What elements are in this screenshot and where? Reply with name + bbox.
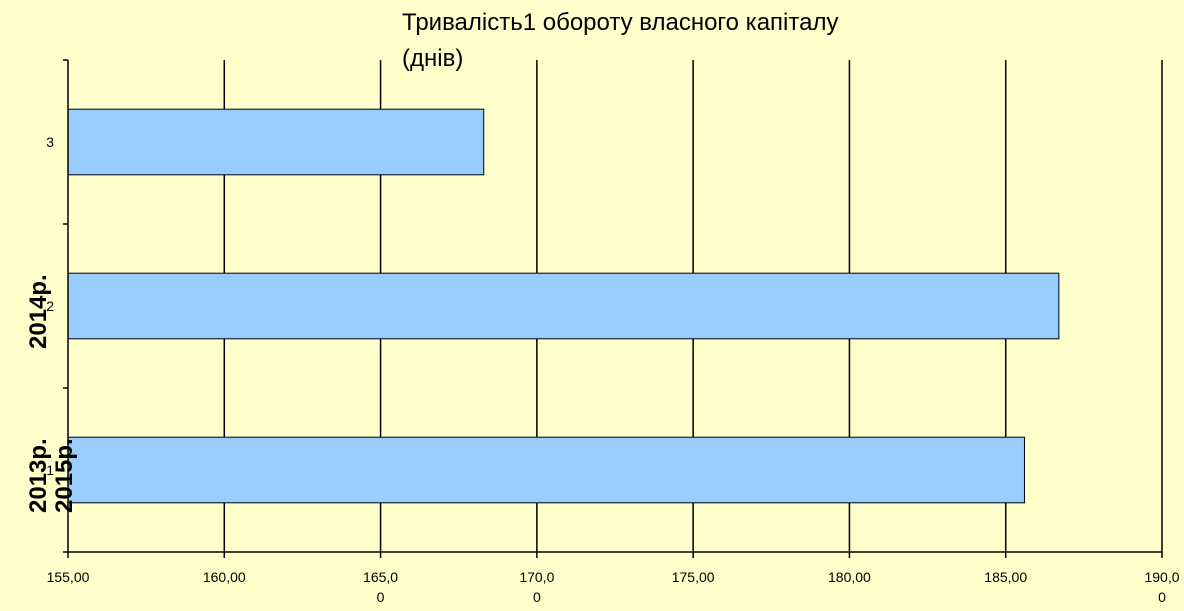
side-label-2014: 2014р. <box>25 274 52 349</box>
axes <box>63 59 1163 558</box>
x-tick-label: 170,0 0 <box>519 569 554 605</box>
y-tick-labels: 1 2 3 <box>46 134 54 478</box>
x-tick-label: 155,00 <box>47 569 90 585</box>
y-tick-label: 1 <box>46 462 54 478</box>
y-tick-label: 3 <box>46 134 54 150</box>
bar <box>67 108 485 176</box>
x-tick-label: 190,0 0 <box>1144 569 1179 605</box>
x-tick-label: 185,00 <box>984 569 1027 585</box>
x-tick-label: 180,00 <box>828 569 871 585</box>
x-tick-label: 175,00 <box>672 569 715 585</box>
bar <box>67 436 1025 504</box>
bars <box>67 108 1060 504</box>
chart-title-line-1: Тривалість1 обороту власного капіталу <box>402 9 838 36</box>
x-tick-label: 160,00 <box>203 569 246 585</box>
x-tick-label: 165,0 0 <box>363 569 398 605</box>
bar <box>67 272 1060 340</box>
y-tick-label: 2 <box>46 298 54 314</box>
side-label-2015: 2015р. <box>51 438 78 513</box>
chart-title: Тривалість1 обороту власного капіталу (д… <box>402 9 845 72</box>
chart-title-line-2: (днів) <box>402 45 463 72</box>
side-label-2013: 2013р. <box>25 438 52 513</box>
x-tick-labels: 155,00 160,00 165,0 0 170,0 0 175,00 180,00 185,… <box>47 569 1180 605</box>
